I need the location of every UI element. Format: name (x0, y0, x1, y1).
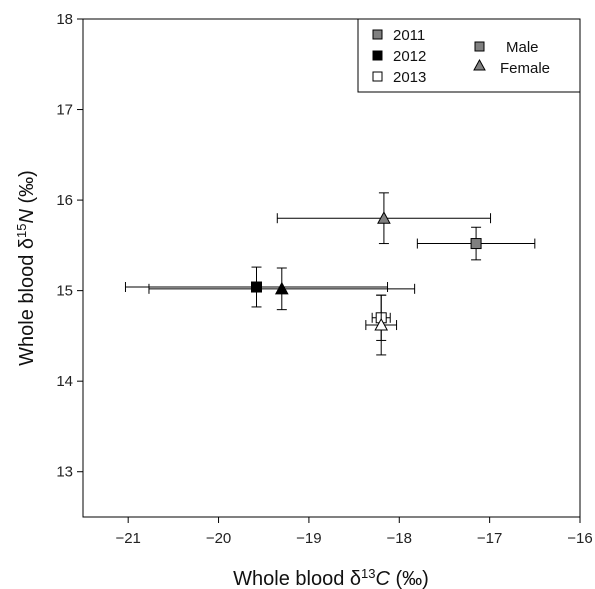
x-axis-title-italic: C (376, 568, 391, 589)
legend-marker-male (474, 41, 485, 52)
point-2011-male (470, 238, 482, 250)
point-group-2012-male (124, 266, 389, 308)
point-2011-female (377, 211, 391, 224)
x-axis-title-prefix: Whole blood δ (233, 568, 361, 589)
y-tick-label: 18 (56, 11, 73, 28)
point-2012-male (250, 281, 262, 293)
y-axis-title-suffix: (‰) (16, 170, 38, 209)
y-axis-title-prefix: Whole blood δ (16, 238, 38, 366)
legend-marker-2012 (372, 50, 383, 61)
y-axis-ticks: 13 14 15 16 17 18 (56, 11, 83, 481)
data-points (124, 192, 536, 356)
x-axis-ticks: −21 −20 −19 −18 −17 −16 (115, 517, 593, 547)
legend-label-female: Female (500, 60, 550, 77)
x-axis-title-superscript: 13 (361, 566, 375, 581)
point-group-2013-female (365, 294, 398, 356)
point-group-2012-female (148, 267, 416, 311)
y-tick-label: 15 (56, 283, 73, 300)
x-axis-title: Whole blood δ13C (‰) (233, 566, 429, 589)
legend-label-2013: 2013 (393, 69, 426, 86)
y-axis-title: Whole blood δ15N (‰) (14, 170, 39, 366)
y-axis-title-superscript: 15 (14, 224, 29, 238)
legend-label-2012: 2012 (393, 48, 426, 65)
legend-marker-2013 (372, 71, 383, 82)
y-tick-label: 17 (56, 102, 73, 119)
x-tick-label: −19 (296, 530, 321, 547)
x-axis-title-suffix: (‰) (390, 568, 429, 589)
point-2012-female (274, 281, 289, 295)
plot-frame (82, 18, 581, 518)
x-tick-label: −20 (206, 530, 231, 547)
legend: 2011 2012 2013 Male Female (357, 18, 581, 93)
point-2013-female (374, 317, 389, 331)
x-tick-label: −16 (567, 530, 592, 547)
y-axis-title-italic: N (16, 209, 38, 224)
y-tick-label: 13 (56, 464, 73, 481)
y-tick-label: 16 (56, 192, 73, 209)
legend-marker-female (473, 58, 486, 71)
legend-label-2011: 2011 (393, 27, 425, 44)
legend-label-male: Male (506, 39, 539, 56)
point-group-2011-male (416, 226, 536, 261)
legend-box (357, 18, 581, 93)
y-tick-label: 14 (56, 373, 73, 390)
point-group-2011-female (276, 192, 492, 245)
x-tick-label: −18 (387, 530, 412, 547)
x-tick-label: −17 (477, 530, 502, 547)
x-tick-label: −21 (115, 530, 140, 547)
legend-marker-2011 (372, 29, 383, 40)
